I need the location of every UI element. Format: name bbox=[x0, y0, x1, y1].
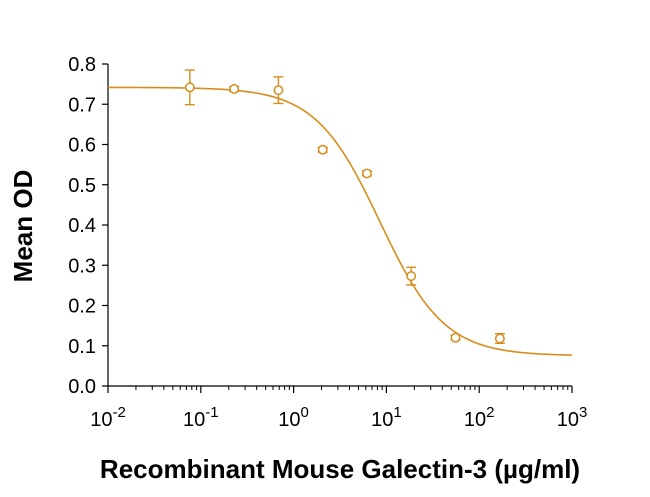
y-tick-label: 0.0 bbox=[68, 376, 96, 398]
y-tick-label: 0.5 bbox=[68, 175, 96, 197]
data-point bbox=[229, 84, 240, 94]
fit-curve bbox=[107, 86, 573, 356]
axes: 0.0 0.1 0.2 0.3 0.4 0.5 0.6 0.7 0.8 10-2 10-1 100 10… bbox=[68, 54, 587, 431]
y-tick-label: 0.1 bbox=[68, 336, 96, 358]
data-point bbox=[450, 332, 461, 343]
y-axis-title: Mean OD bbox=[8, 170, 38, 283]
data-point bbox=[406, 271, 417, 282]
data-point bbox=[361, 168, 372, 179]
x-tick-label: 101 bbox=[371, 404, 402, 431]
y-tick-label: 0.4 bbox=[68, 215, 96, 237]
data-point-group bbox=[406, 266, 417, 286]
data-point-group bbox=[450, 332, 461, 343]
data-point-group bbox=[361, 168, 372, 179]
data-point bbox=[184, 82, 195, 93]
y-tick-label: 0.8 bbox=[68, 54, 96, 76]
y-tick-label: 0.3 bbox=[68, 255, 96, 277]
data-points-layer bbox=[184, 69, 505, 345]
x-tick-label: 103 bbox=[557, 404, 588, 431]
data-point bbox=[317, 144, 328, 155]
fit-curve-layer bbox=[107, 86, 573, 356]
data-point-group bbox=[184, 69, 195, 106]
data-point-group bbox=[273, 76, 284, 105]
x-tick-label: 10-1 bbox=[183, 404, 219, 431]
data-point bbox=[494, 333, 505, 344]
data-point-group bbox=[229, 84, 240, 94]
x-axis-title: Recombinant Mouse Galectin-3 (µg/ml) bbox=[100, 454, 580, 484]
y-tick-label: 0.2 bbox=[68, 296, 96, 318]
x-tick-label: 10-2 bbox=[90, 404, 126, 431]
y-tick-label: 0.7 bbox=[68, 94, 96, 116]
x-tick-label: 102 bbox=[464, 404, 495, 431]
x-tick-label: 100 bbox=[278, 404, 309, 431]
data-point bbox=[273, 85, 284, 96]
y-tick-label: 0.6 bbox=[68, 135, 96, 157]
data-point-group bbox=[317, 144, 328, 155]
data-point-group bbox=[494, 332, 505, 345]
